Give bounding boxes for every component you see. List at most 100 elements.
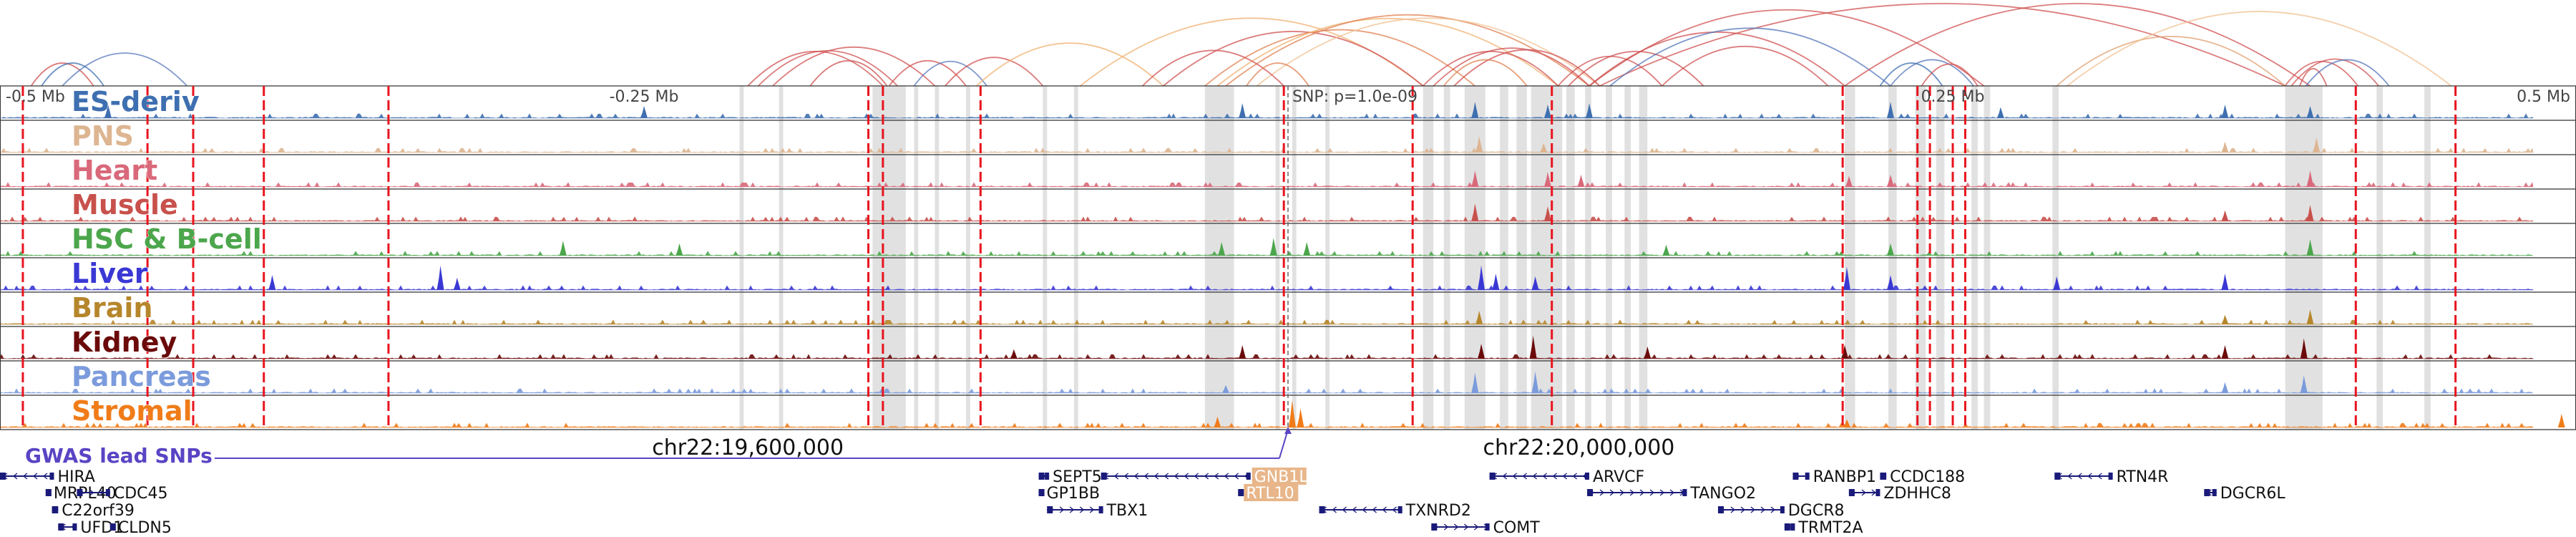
- loop-arc: [1225, 14, 1590, 87]
- track-peak: [675, 243, 683, 256]
- track-peak: [1478, 344, 1485, 359]
- track-label: Heart: [72, 155, 157, 186]
- loop-arc: [888, 60, 967, 87]
- gene-strand-chevron: [1609, 489, 1615, 496]
- track-peak: [1845, 175, 1853, 187]
- gene-strand-chevron: [2067, 473, 2072, 480]
- gene-strand-chevron: [22, 473, 28, 480]
- gene-label: COMT: [1493, 519, 1541, 537]
- track-peak: [2221, 345, 2229, 359]
- track-label: Liver: [72, 258, 148, 289]
- gene-strand-chevron: [1059, 506, 1065, 513]
- gene-strand-chevron: [1629, 489, 1635, 496]
- loop-arc: [2290, 58, 2379, 87]
- track-peak: [1221, 384, 1229, 393]
- loop-arc: [2299, 68, 2328, 87]
- loop-arc: [41, 62, 104, 87]
- gene-strand-chevron: [12, 473, 18, 480]
- gene-strand-chevron: [1750, 506, 1756, 513]
- gene-strand-chevron: [1443, 523, 1449, 531]
- gene-strand-chevron: [1552, 473, 1558, 480]
- gene-strand-chevron: [1113, 473, 1119, 480]
- track-peak: [1471, 203, 1479, 221]
- gene-strand-chevron: [32, 473, 38, 480]
- track-peak: [1218, 242, 1226, 256]
- gene-strand-chevron: [1740, 506, 1746, 513]
- track-peak: [1577, 174, 1585, 187]
- gene-label: DGCR6L: [2220, 485, 2286, 503]
- gene-strand-chevron: [1143, 473, 1149, 480]
- track-peak: [1886, 275, 1894, 290]
- gene-label: HIRA: [57, 468, 94, 486]
- loop-arc: [1844, 3, 2311, 87]
- gene-exon: [2108, 473, 2113, 480]
- track-peak: [436, 265, 444, 290]
- gene-exon: [2204, 489, 2210, 496]
- gene-exon: [1038, 473, 1045, 480]
- gene-strand-chevron: [1224, 473, 1229, 480]
- track-peak: [1843, 419, 1850, 427]
- gene-strand-chevron: [1619, 489, 1625, 496]
- track-peak: [1214, 416, 1221, 427]
- loop-arc: [1216, 17, 1558, 87]
- gene-exon: [1587, 489, 1594, 496]
- gene-exon: [1682, 489, 1687, 496]
- gene-exon: [2212, 489, 2217, 496]
- gwas-snp-marker: [1284, 427, 1292, 434]
- gene-strand-chevron: [1184, 473, 1189, 480]
- track-peak: [2557, 414, 2565, 427]
- loop-arc: [1246, 62, 1309, 87]
- track-peak: [1239, 345, 1246, 359]
- gene-strand-chevron: [1599, 489, 1605, 496]
- gene-annotation-track: HIRAMRPL40CDC45C22orf39UFD1CLDN5SEPT5GP1…: [0, 468, 2285, 537]
- gene-label: ARVCF: [1593, 468, 1644, 486]
- loop-arc: [975, 42, 1164, 87]
- track-label: Kidney: [72, 326, 177, 358]
- gene-label-highlight: [1244, 484, 1299, 501]
- loop-arc: [1423, 50, 1559, 87]
- gene-label: C22orf39: [62, 502, 135, 520]
- track-peak: [2300, 338, 2308, 359]
- gene-strand-chevron: [1572, 473, 1578, 480]
- track-peak: [1585, 103, 1593, 118]
- gene-exon: [1319, 506, 1325, 513]
- track-peak: [1644, 346, 1652, 359]
- gene-exon: [49, 473, 54, 480]
- track-peak: [1288, 400, 1296, 427]
- gene-label: SEPT5: [1053, 468, 1102, 486]
- gene-strand-chevron: [2087, 473, 2092, 480]
- gene-strand-chevron: [2097, 473, 2102, 480]
- lead-snp-pvalue-label: SNP: p=1.0e-09: [1292, 88, 1418, 106]
- gene-strand-chevron: [1760, 506, 1766, 513]
- track-peak: [2300, 375, 2308, 393]
- gene-exon: [0, 473, 6, 480]
- gene-strand-chevron: [1163, 473, 1169, 480]
- loop-arc: [2284, 61, 2358, 87]
- gene-strand-chevron: [1463, 523, 1469, 531]
- track-peak: [1886, 174, 1894, 187]
- gene-strand-chevron: [1669, 489, 1675, 496]
- gene-strand-chevron: [1512, 473, 1518, 480]
- track-peak: [1996, 107, 2004, 118]
- gene-exon: [1805, 473, 1810, 480]
- track-peak: [1529, 335, 1537, 359]
- gene-strand-chevron: [1649, 489, 1655, 496]
- gene-exon: [1431, 523, 1438, 531]
- gene-strand-chevron: [1659, 489, 1665, 496]
- gene-exon: [54, 506, 59, 513]
- gene-strand-chevron: [1123, 473, 1129, 480]
- gene-strand-chevron: [1362, 506, 1367, 513]
- loop-arc: [1568, 50, 1704, 87]
- gene-label: TRMT2A: [1797, 519, 1863, 537]
- gene-exon: [1238, 489, 1243, 496]
- gene-exon: [1584, 473, 1589, 480]
- gene-strand-chevron: [1453, 523, 1459, 531]
- track-peak: [1471, 372, 1479, 393]
- track-signal: [0, 113, 2534, 119]
- loop-arc: [2067, 11, 2452, 87]
- coordinate-label: chr22:20,000,000: [1483, 435, 1675, 460]
- track-peak: [2221, 105, 2229, 118]
- gene-label: TANGO2: [1689, 485, 1756, 503]
- track-peak: [104, 105, 112, 118]
